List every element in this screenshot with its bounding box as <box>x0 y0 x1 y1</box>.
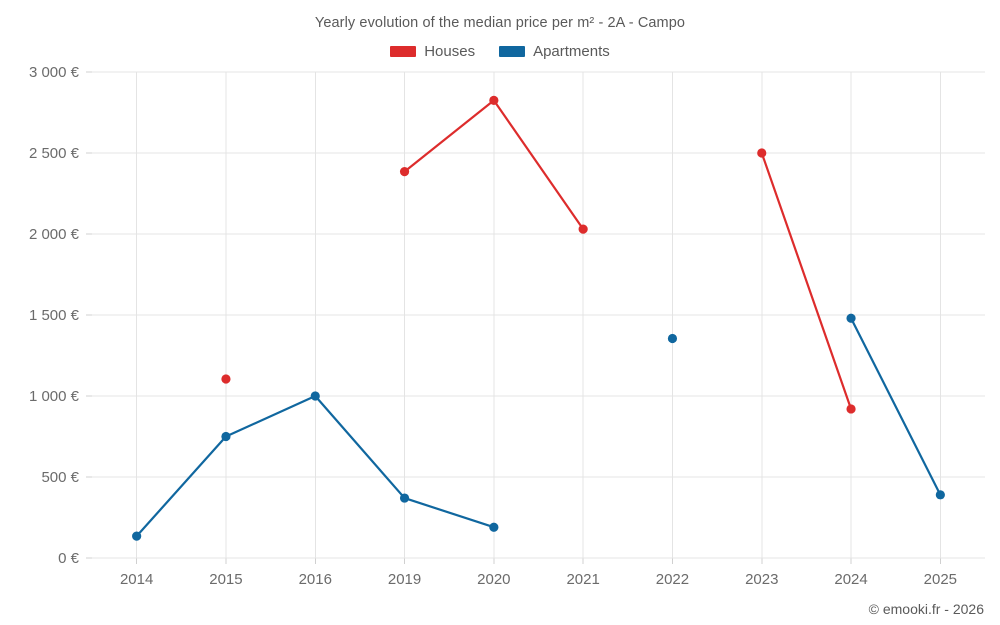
footer-credit: © emooki.fr - 2026 <box>868 601 984 617</box>
x-axis-tick-label: 2022 <box>656 571 689 588</box>
x-axis-tick-label: 2024 <box>834 571 867 588</box>
y-axis-tick-label: 1 500 € <box>29 307 80 324</box>
x-axis-tick-label: 2023 <box>745 571 778 588</box>
x-axis-tick-label: 2014 <box>120 571 153 588</box>
x-axis-tick-label: 2021 <box>566 571 599 588</box>
data-point-houses-2021[interactable] <box>578 224 588 234</box>
y-axis-tick-label: 3 000 € <box>29 64 80 81</box>
y-axis-tick-label: 2 500 € <box>29 145 80 162</box>
data-point-apartments-2022[interactable] <box>667 333 678 344</box>
data-point-apartments-2014[interactable] <box>132 531 142 541</box>
data-point-apartments-2024[interactable] <box>846 313 856 323</box>
x-axis-tick-label: 2020 <box>477 571 510 588</box>
x-axis-tick-label: 2016 <box>299 571 332 588</box>
y-axis-tick-label: 2 000 € <box>29 226 80 243</box>
x-axis-tick-label: 2025 <box>924 571 957 588</box>
chart-legend: Houses Apartments <box>0 44 1000 59</box>
x-axis-tick-label: 2015 <box>209 571 242 588</box>
data-point-houses-2023[interactable] <box>757 148 767 158</box>
legend-entry-apartments[interactable]: Apartments <box>499 44 610 59</box>
legend-label-houses: Houses <box>424 43 476 60</box>
data-point-houses-2020[interactable] <box>489 95 499 105</box>
data-point-apartments-2015[interactable] <box>221 431 231 442</box>
data-point-apartments-2016[interactable] <box>310 391 320 401</box>
chart-title: Yearly evolution of the median price per… <box>314 15 686 31</box>
series-line-houses <box>760 151 853 411</box>
data-point-apartments-2020[interactable] <box>489 522 499 532</box>
legend-swatch-apartments <box>499 46 526 57</box>
series-line-apartments <box>849 317 942 496</box>
x-axis-tick-label: 2019 <box>388 571 421 588</box>
y-axis-tick-label: 500 € <box>41 469 79 486</box>
data-point-houses-2019[interactable] <box>399 167 410 177</box>
data-point-apartments-2019[interactable] <box>399 493 410 503</box>
y-axis-tick-label: 0 € <box>58 550 80 567</box>
legend-entry-houses[interactable]: Houses <box>390 44 475 59</box>
data-point-houses-2015[interactable] <box>221 374 231 384</box>
data-point-houses-2024[interactable] <box>846 404 856 414</box>
legend-label-apartments: Apartments <box>533 43 610 60</box>
legend-swatch-houses <box>390 46 417 57</box>
y-axis-tick-label: 1 000 € <box>29 388 80 405</box>
data-point-apartments-2025[interactable] <box>935 490 945 500</box>
